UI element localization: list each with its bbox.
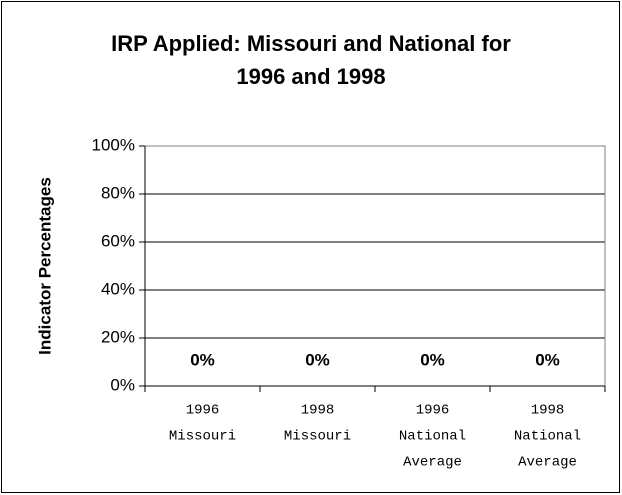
x-tick-label: National bbox=[399, 429, 466, 445]
x-tick-label: 1996 bbox=[186, 403, 220, 419]
y-axis-title: Indicator Percentages bbox=[35, 177, 54, 355]
x-tick-label: Average bbox=[403, 455, 462, 471]
x-tick-label: 1998 bbox=[301, 403, 335, 419]
x-tick-label: Missouri bbox=[284, 429, 351, 445]
x-tick-label: 1996 bbox=[416, 403, 450, 419]
y-tick-label: 20% bbox=[101, 327, 135, 346]
y-tick-label: 0% bbox=[110, 375, 135, 394]
y-tick-label: 40% bbox=[101, 279, 135, 298]
y-tick-label: 60% bbox=[101, 231, 135, 250]
x-tick-label: 1998 bbox=[531, 403, 565, 419]
y-tick-label: 100% bbox=[92, 135, 135, 154]
x-tick-label: National bbox=[514, 429, 581, 445]
value-label: 0% bbox=[190, 350, 215, 369]
value-label: 0% bbox=[420, 350, 445, 369]
value-label: 0% bbox=[535, 350, 560, 369]
x-tick-label: Missouri bbox=[169, 429, 236, 445]
value-label: 0% bbox=[305, 350, 330, 369]
chart-title: 1996 and 1998 bbox=[236, 64, 385, 89]
x-tick-label: Average bbox=[518, 455, 577, 471]
y-tick-label: 80% bbox=[101, 183, 135, 202]
chart-title: IRP Applied: Missouri and National for bbox=[111, 31, 511, 56]
